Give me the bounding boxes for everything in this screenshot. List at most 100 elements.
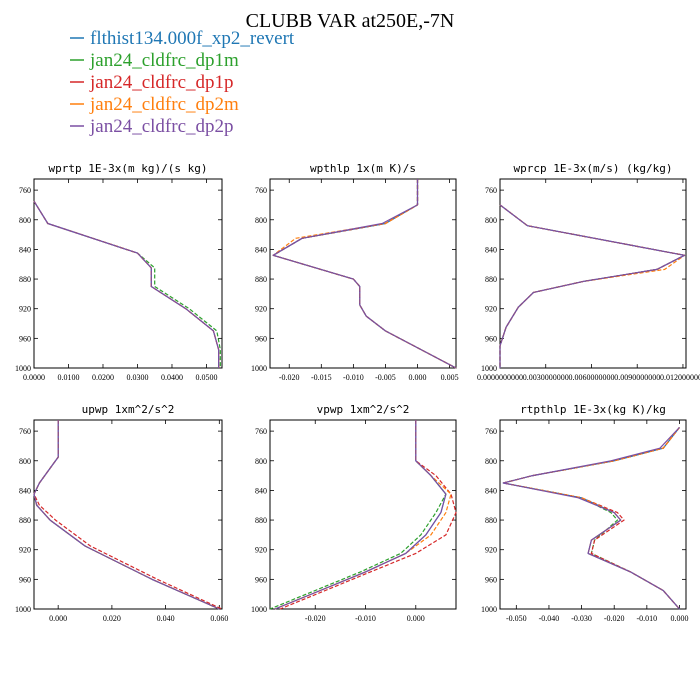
legend-entry: flthist134.000f_xp2_revert	[90, 28, 295, 49]
chart-panel: wpthlp 1x(m K)/s 760 800 840 880 920 960 1000 -0…	[251, 162, 459, 382]
series-line	[499, 204, 686, 368]
x-tick-label: 0.060	[210, 614, 228, 623]
x-tick-label: -0.030	[571, 614, 592, 623]
x-tick-label: 0.005	[441, 373, 459, 382]
y-tick-label: 920	[19, 305, 31, 314]
legend: flthist134.000f_xp2_revertjan24_cldfrc_d…	[70, 28, 295, 137]
y-tick-label: 800	[19, 216, 31, 225]
series-line	[502, 427, 680, 610]
x-tick-label: -0.015	[311, 373, 332, 382]
series-line	[502, 427, 680, 610]
y-tick-label: 880	[255, 275, 267, 284]
y-tick-label: 760	[485, 186, 497, 195]
x-tick-label: 0.0000	[23, 373, 45, 382]
y-tick-label: 960	[255, 575, 267, 584]
series-line	[499, 204, 686, 368]
series-line	[33, 420, 220, 610]
series-line	[499, 204, 686, 368]
chart-panel: rtpthlp 1E-3x(kg K)/kg 760 800 840 880 920 960…	[481, 403, 688, 623]
series-line	[272, 179, 457, 369]
series-line	[279, 420, 457, 610]
x-tick-label: 0.0300	[126, 373, 148, 382]
panels: wprtp 1E-3x(m kg)/(s kg) 760 800 840 880 920 9…	[15, 162, 700, 623]
y-tick-label: 800	[255, 457, 267, 466]
series-line	[33, 420, 220, 610]
x-tick-label: -0.020	[279, 373, 300, 382]
y-tick-label: 1000	[251, 605, 267, 614]
y-tick-label: 840	[255, 486, 267, 495]
x-tick-label: 0.0090000000	[614, 373, 660, 382]
x-tick-label: 0.0000000000	[477, 373, 523, 382]
y-tick-label: 840	[19, 486, 31, 495]
series-line	[499, 204, 686, 368]
y-tick-label: 960	[485, 334, 497, 343]
series-line	[33, 200, 220, 368]
series-line	[274, 420, 452, 610]
chart-panel: wprtp 1E-3x(m kg)/(s kg) 760 800 840 880 920 9…	[15, 162, 223, 382]
y-tick-label: 920	[255, 305, 267, 314]
series-line	[33, 420, 220, 610]
series-line	[33, 200, 220, 368]
series-line	[33, 200, 220, 368]
panel-title: wprtp 1E-3x(m kg)/(s kg)	[49, 162, 208, 175]
y-tick-label: 800	[19, 457, 31, 466]
x-tick-label: -0.010	[355, 614, 376, 623]
legend-entry: jan24_cldfrc_dp2p	[89, 116, 234, 137]
panel-title: wprcp 1E-3x(m/s) (kg/kg)	[514, 162, 673, 175]
legend-entry: jan24_cldfrc_dp1m	[89, 50, 239, 71]
x-tick-label: -0.010	[637, 614, 658, 623]
plot-frame	[269, 178, 457, 369]
y-tick-label: 1000	[15, 364, 31, 373]
y-tick-label: 800	[485, 216, 497, 225]
y-tick-label: 920	[255, 546, 267, 555]
series-line	[272, 179, 457, 369]
series-line	[272, 179, 457, 369]
y-tick-label: 760	[255, 186, 267, 195]
plot-frame	[499, 419, 687, 610]
x-tick-label: 0.000	[407, 614, 425, 623]
x-tick-label: -0.010	[343, 373, 364, 382]
y-tick-label: 960	[19, 334, 31, 343]
plot-frame	[33, 419, 223, 610]
x-tick-label: 0.000	[670, 614, 688, 623]
panel-title: rtpthlp 1E-3x(kg K)/kg	[520, 403, 666, 416]
x-tick-label: 0.0120000000	[660, 373, 700, 382]
y-tick-label: 840	[485, 245, 497, 254]
y-tick-label: 960	[19, 575, 31, 584]
legend-entry: jan24_cldfrc_dp2m	[89, 94, 239, 115]
y-tick-label: 840	[485, 486, 497, 495]
series-line	[502, 427, 680, 610]
series-line	[33, 420, 220, 610]
y-tick-label: 760	[485, 427, 497, 436]
y-tick-label: 880	[485, 516, 497, 525]
y-tick-label: 840	[255, 245, 267, 254]
series-line	[33, 200, 221, 368]
series-line	[274, 420, 447, 610]
x-tick-label: -0.005	[375, 373, 396, 382]
series-line	[269, 420, 447, 610]
y-tick-label: 960	[485, 575, 497, 584]
plot-frame	[499, 178, 687, 369]
x-tick-label: 0.0500	[195, 373, 217, 382]
y-tick-label: 800	[255, 216, 267, 225]
x-tick-label: 0.0400	[161, 373, 183, 382]
legend-entry: jan24_cldfrc_dp1p	[89, 72, 234, 93]
y-tick-label: 920	[19, 546, 31, 555]
figure-title: CLUBB VAR at250E,-7N	[246, 10, 455, 32]
y-tick-label: 920	[485, 305, 497, 314]
series-line	[502, 426, 680, 610]
plot-frame	[269, 419, 457, 610]
series-line	[33, 420, 223, 610]
chart-panel: upwp 1xm^2/s^2 760 800 840 880 920 960 1000 0.00…	[15, 403, 228, 623]
y-tick-label: 880	[19, 516, 31, 525]
panel-title: vpwp 1xm^2/s^2	[317, 403, 410, 416]
series-line	[272, 179, 457, 369]
x-tick-label: 0.020	[103, 614, 121, 623]
y-tick-label: 760	[19, 427, 31, 436]
panel-title: upwp 1xm^2/s^2	[82, 403, 175, 416]
y-tick-label: 760	[255, 427, 267, 436]
x-tick-label: 0.000	[49, 614, 67, 623]
y-tick-label: 760	[19, 186, 31, 195]
y-tick-label: 1000	[481, 364, 497, 373]
